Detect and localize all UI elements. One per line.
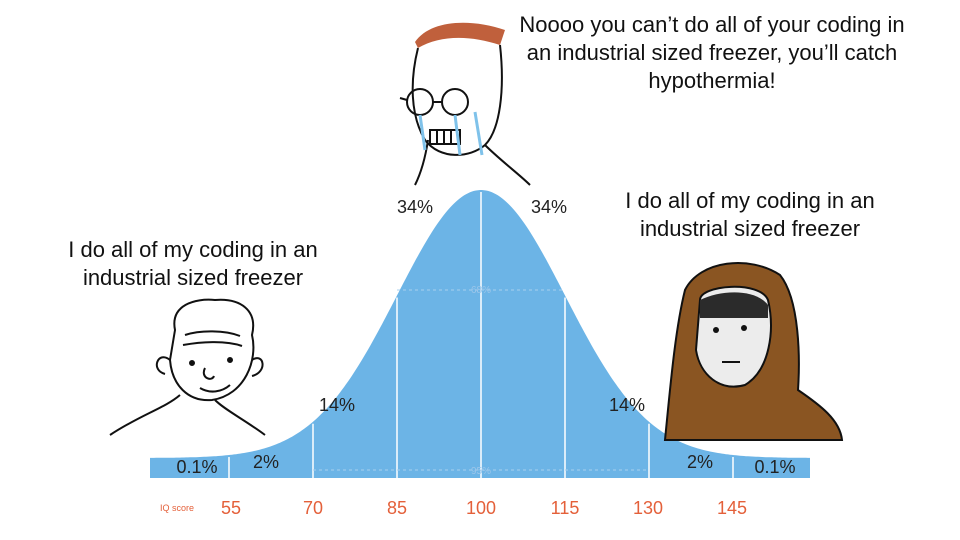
tick-label: 115 — [551, 498, 580, 518]
caption-line: Noooo you can’t do all of your coding in — [519, 12, 904, 37]
segment-label: 14% — [609, 395, 645, 415]
segment-label: 2% — [687, 452, 713, 472]
caption-line: industrial sized freezer — [83, 265, 303, 290]
top-character — [399, 22, 531, 186]
segment-label: 14% — [319, 395, 355, 415]
caption-line: I do all of my coding in an — [68, 237, 317, 262]
tick-label: 130 — [633, 498, 663, 518]
left-character — [109, 298, 266, 436]
segment-label: 0.1% — [754, 457, 795, 477]
right-character — [663, 262, 844, 441]
segment-label: 2% — [253, 452, 279, 472]
tick-label: 85 — [387, 498, 407, 518]
caption-line: industrial sized freezer — [640, 216, 860, 241]
inner-label: 95% — [471, 466, 491, 477]
tick-label: 55 — [221, 498, 241, 518]
bell-curve — [150, 190, 810, 478]
tick-label: 145 — [717, 498, 747, 518]
segment-label: 0.1% — [176, 457, 217, 477]
tick-label: 100 — [466, 498, 496, 518]
inner-label: 68% — [471, 285, 491, 296]
sigma-lines — [228, 192, 734, 478]
segment-label: 34% — [531, 197, 567, 217]
tick-label: 70 — [303, 498, 323, 518]
caption-line: hypothermia! — [648, 68, 775, 93]
segment-label: 34% — [397, 197, 433, 217]
caption-line: I do all of my coding in an — [625, 188, 874, 213]
axis-label: IQ score — [160, 503, 194, 513]
caption-line: an industrial sized freezer, you’ll catc… — [527, 40, 898, 65]
